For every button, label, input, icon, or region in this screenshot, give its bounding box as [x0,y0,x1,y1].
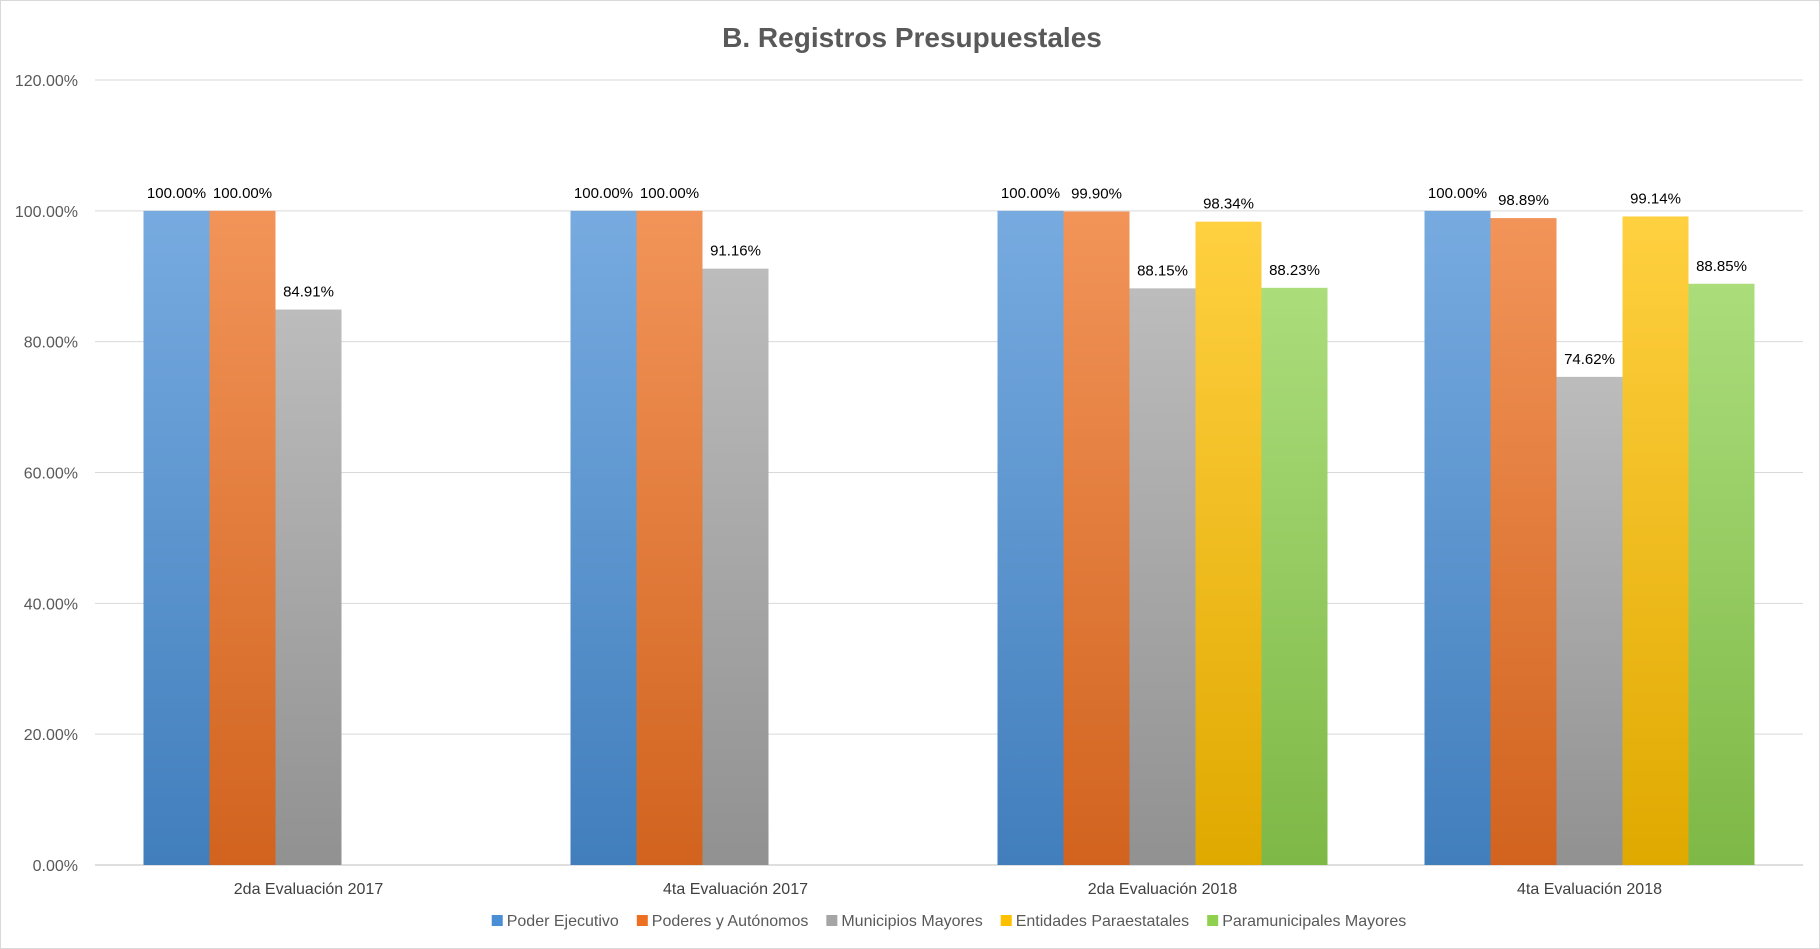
bar [636,210,703,866]
bar [1424,210,1491,866]
legend-item: Entidades Paraestatales [1000,913,1189,930]
bar [570,210,637,866]
x-category-label: 4ta Evaluación 2018 [1517,881,1662,898]
data-label: 99.90% [1071,185,1122,202]
legend-swatch [636,915,648,926]
bar [997,210,1064,866]
bar [1261,287,1328,865]
data-label: 98.89% [1498,192,1549,209]
legend-item: Paramunicipales Mayores [1207,913,1406,930]
bars [143,210,1755,866]
bar [1622,216,1689,865]
x-axis-labels: 2da Evaluación 2017 4ta Evaluación 2017 2d… [234,881,1662,898]
legend-swatch [1000,915,1012,926]
bar [1688,283,1755,865]
bar [1129,288,1196,866]
legend-item: Municipios Mayores [826,913,983,930]
data-label: 91.16% [710,243,761,260]
bar [1195,221,1262,865]
bar [1063,211,1130,866]
x-category-label: 4ta Evaluación 2017 [663,881,808,898]
data-label: 100.00% [574,185,633,202]
legend-label: Poder Ejecutivo [507,913,619,930]
data-labels: 100.00% 100.00% 84.91% 100.00% 100.00% 91.16%… [147,185,1747,368]
x-category-label: 2da Evaluación 2018 [1088,881,1238,898]
y-axis-ticks: 0.00% 20.00% 40.00% 60.00% 80.00% 100.00% 120.… [15,73,78,875]
y-tick-label: 40.00% [24,596,78,613]
bar [1556,376,1623,865]
legend-label: Poderes y Autónomos [652,913,809,930]
bar [209,210,276,866]
legend-item: Poderes y Autónomos [636,913,809,930]
data-label: 88.15% [1137,262,1188,279]
bar [1490,218,1557,865]
data-label: 100.00% [147,185,206,202]
data-label: 100.00% [1428,185,1487,202]
data-label: 100.00% [213,185,272,202]
data-label: 99.14% [1630,190,1681,207]
data-label: 100.00% [640,185,699,202]
legend-swatch [1207,915,1219,926]
data-label: 84.91% [283,284,334,301]
data-label: 88.23% [1269,262,1320,279]
data-label: 100.00% [1001,185,1060,202]
data-label: 74.62% [1564,351,1615,368]
y-tick-label: 20.00% [24,727,78,744]
bar [702,268,769,866]
legend-label: Entidades Paraestatales [1016,913,1189,930]
legend-swatch [826,915,838,926]
legend-swatch [491,915,503,926]
y-tick-label: 80.00% [24,335,78,352]
y-tick-label: 120.00% [15,73,78,90]
legend-label: Paramunicipales Mayores [1222,913,1406,930]
legend-item: Poder Ejecutivo [491,913,619,930]
y-tick-label: 100.00% [15,204,78,221]
legend-label: Municipios Mayores [841,913,982,930]
x-category-label: 2da Evaluación 2017 [234,881,384,898]
bar [143,210,210,866]
bar [275,309,342,865]
y-tick-label: 60.00% [24,466,78,483]
chart-title: B. Registros Presupuestales [722,22,1102,53]
y-tick-label: 0.00% [33,858,78,875]
data-label: 98.34% [1203,196,1254,213]
legend: Poder Ejecutivo Poderes y Autónomos Munici… [491,913,1406,930]
data-label: 88.85% [1696,258,1747,275]
